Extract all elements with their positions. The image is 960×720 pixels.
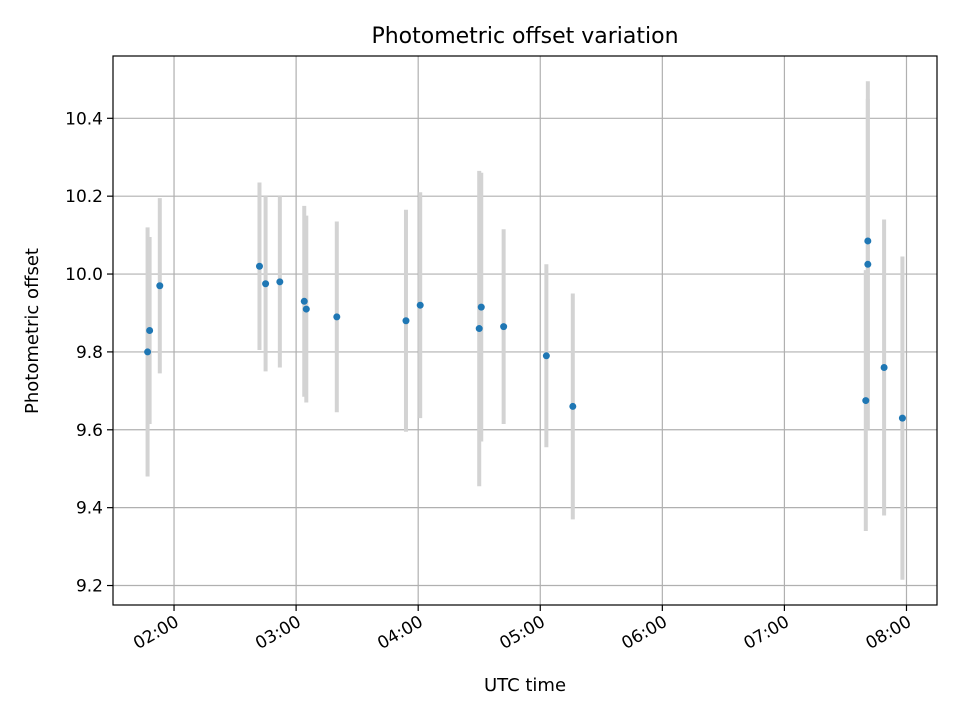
x-tick-label: 07:00 [740,612,792,654]
data-point [146,327,154,334]
y-axis-ticks: 9.2 9.4 9.6 9.8 10.0 10.2 10.4 [65,109,113,597]
data-point [333,313,341,321]
data-point [300,297,308,305]
data-point [302,305,310,313]
data-point [475,325,483,333]
data-point [898,414,906,422]
data-point [144,348,152,356]
data-point [276,278,284,286]
chart-title: Photometric offset variation [371,24,678,49]
data-point [255,262,263,270]
data-points [144,237,906,422]
x-tick-label: 02:00 [130,612,182,654]
data-point [500,323,508,331]
x-tick-label: 06:00 [618,612,670,654]
data-point [477,303,485,311]
data-point [864,260,872,268]
y-tick-label: 10.4 [65,109,103,129]
data-point [880,363,888,371]
data-point [402,317,410,325]
y-axis-label: Photometric offset [22,248,43,414]
x-axis-ticks: 02:00 03:00 04:00 05:00 06:00 07:00 08:00 [130,605,915,654]
data-point [864,237,872,245]
x-tick-label: 08:00 [863,612,915,654]
data-point [262,280,270,288]
data-point [416,301,424,309]
data-point [862,397,870,405]
y-tick-label: 10.2 [65,187,103,207]
x-tick-label: 04:00 [374,612,426,654]
y-tick-label: 10.0 [65,265,103,285]
y-tick-label: 9.4 [76,499,103,519]
plot-frame [112,55,938,606]
error-bars [145,81,905,580]
grid [113,56,937,605]
data-point [156,282,164,290]
data-point [569,402,577,410]
data-point [542,352,550,360]
x-axis-label: UTC time [484,675,566,696]
y-tick-label: 9.8 [76,343,103,363]
x-tick-label: 03:00 [252,612,304,654]
y-tick-label: 9.2 [76,577,103,597]
x-tick-label: 05:00 [496,612,548,654]
y-tick-label: 9.6 [76,421,103,441]
